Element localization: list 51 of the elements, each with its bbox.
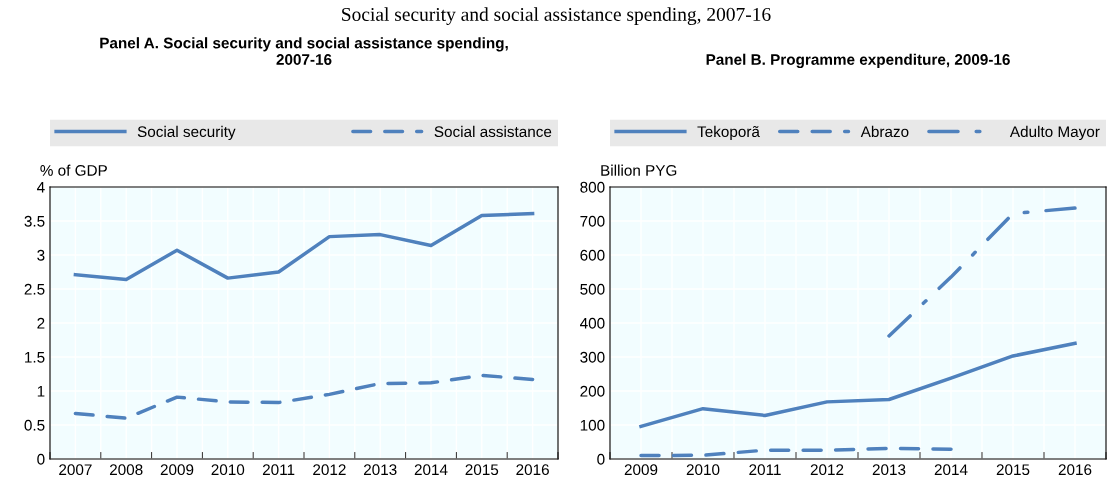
y-tick-label: 1.5 [25,352,45,363]
line-series [639,446,953,458]
y-tick-label: 500 [580,283,605,295]
x-tick-label: 2010 [211,464,245,476]
x-tick-label: 2015 [996,464,1030,476]
y-tick-label: 2 [37,317,45,329]
chart-title: Panel B. Programme expenditure, 2009-16 [706,53,1010,69]
y-tick-label: 3 [37,249,45,261]
line-series [639,341,1077,429]
y-tick-label: 300 [580,351,605,363]
x-tick-label: 2007 [59,464,92,476]
x-tick-label: 2012 [810,464,844,476]
y-axis-title: % of GDP [40,164,107,176]
y-tick-label: 600 [580,249,605,261]
y-tick-label: 3.5 [24,215,45,227]
x-tick-label: 2014 [414,464,448,476]
y-tick-label: 800 [580,181,605,193]
x-tick-label: 2009 [624,464,658,476]
y-tick-label: 2.5 [24,283,45,295]
x-tick-label: 2011 [262,464,295,476]
x-tick-label: 2011 [749,464,781,476]
x-tick-label: 2008 [109,464,143,476]
text: Social security and social assistance spending, 2007-16 [342,7,771,25]
y-tick-label: 0.5 [24,419,45,431]
x-tick-label: 2016 [516,464,549,476]
y-tick-label: 700 [580,215,605,227]
y-tick-label: 4 [36,182,45,193]
x-tick-label: 2015 [465,464,499,476]
y-tick-label: 1 [37,386,45,397]
x-tick-label: 2014 [934,464,968,476]
x-tick-label: 2009 [160,464,194,476]
x-tick-label: 2016 [1058,464,1092,476]
legend-label: Adulto Mayor [1009,125,1100,141]
chart-title: Panel A. Social security and social assistance spending, 2007-16 [100,37,508,65]
x-tick-label: 2013 [872,464,906,476]
legend-label: Social security [137,125,236,141]
y-tick-label: 0 [37,453,45,465]
legend-label: Abrazo [860,125,909,138]
y-tick-label: 400 [580,317,605,329]
line-series [73,373,535,420]
x-tick-label: 2012 [313,464,346,476]
y-tick-label: 200 [580,385,605,397]
line-series [887,206,1077,338]
x-tick-label: 2010 [686,464,720,476]
y-tick-label: 0 [597,453,605,465]
y-axis-title: Billion PYG [601,164,677,176]
legend-label: Tekoporã [697,125,760,141]
y-tick-label: 100 [580,419,605,431]
x-tick-label: 2013 [363,464,397,476]
line-series [73,211,535,282]
legend-label: Social assistance [434,125,552,138]
